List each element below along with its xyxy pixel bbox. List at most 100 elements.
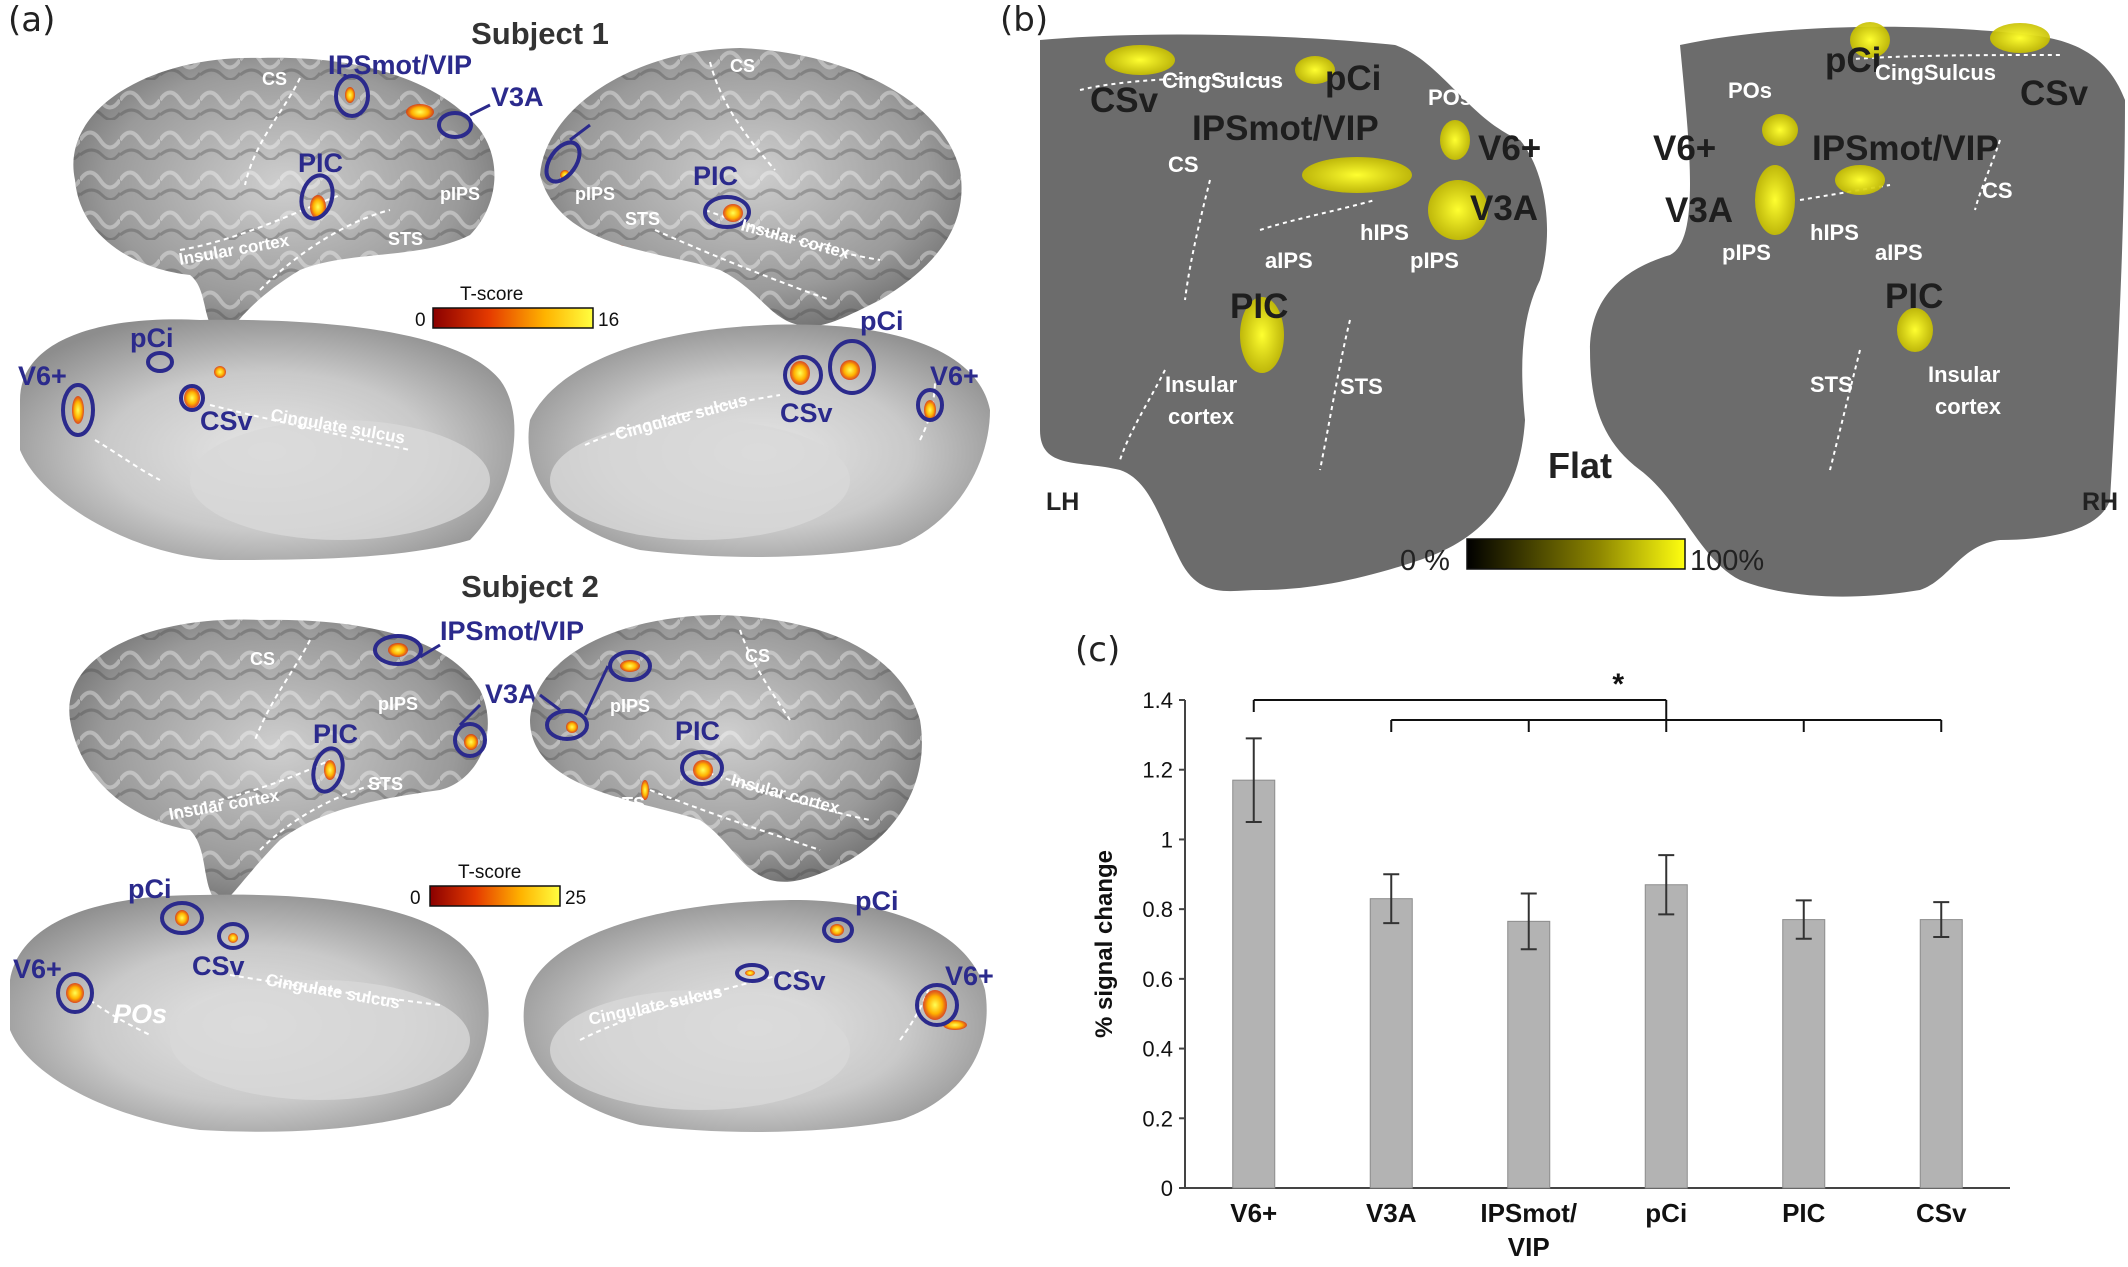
flat-r-cingsulcus: CingSulcus	[1875, 60, 1996, 85]
s2-ll-sts: STS	[368, 774, 403, 794]
flat-l-hips: hIPS	[1360, 220, 1409, 245]
flat-r-pic: PIC	[1885, 277, 1943, 316]
flat-l-sts: STS	[1340, 374, 1383, 399]
category-label: IPSmot/	[1480, 1198, 1577, 1228]
s2-ml-pci: pCi	[128, 874, 172, 904]
s1-ml-v6: V6+	[18, 361, 67, 391]
s1-ll-v3a: V3A	[491, 82, 544, 112]
flat-r-sts: STS	[1810, 372, 1853, 397]
flat-l-ipsmot: IPSmot/VIP	[1192, 109, 1379, 148]
s1-colorbar-max: 16	[598, 310, 619, 331]
flat-l-insular1: Insular	[1165, 372, 1238, 397]
y-tick-label: 0.8	[1142, 897, 1173, 922]
flatmap-right-hemisphere: pCi CingSulcus CSv POs V6+ IPSmot/VIP V3…	[1590, 22, 2125, 597]
panel-a-letter: (a)	[8, 0, 56, 40]
s1-ll-pic: PIC	[298, 148, 343, 178]
s1-lateral-right-brain: CS pIPS STS Insular cortex PIC	[540, 48, 962, 327]
flatmap-colorbar: 0 % 100%	[1400, 538, 1764, 577]
y-axis-label: % signal change	[1091, 850, 1118, 1038]
s1-colorbar-title: T-score	[460, 284, 523, 305]
s2-medial-left-brain: V6+ pCi CSv POs Cingulate sulcus	[10, 874, 489, 1132]
s1-mr-v6: V6+	[930, 361, 979, 391]
s2-mr-csv: CSv	[773, 966, 826, 996]
s2-lateral-right-brain: CS pIPS STS Insular cortex PIC	[530, 615, 922, 882]
flatmap-left-hemisphere: CSv CingSulcus pCi POs IPSmot/VIP V6+ CS…	[1040, 34, 1548, 592]
s2-colorbar-max: 25	[565, 888, 586, 909]
s2-ml-csv: CSv	[192, 951, 245, 981]
s2-colorbar: T-score 0 25	[410, 862, 586, 909]
y-tick-label: 0.6	[1142, 967, 1173, 992]
flatmap-colorbar-max: 100%	[1690, 545, 1764, 577]
s2-mr-pci: pCi	[855, 886, 899, 916]
category-label: V6+	[1230, 1198, 1277, 1228]
s2-colorbar-title: T-score	[458, 862, 521, 883]
flat-r-pips: pIPS	[1722, 240, 1771, 265]
signal-change-bar-chart: % signal change 0 0.2 0.4 0.6 0.8 1 1.2 1.4 V6+…	[1091, 668, 2010, 1262]
flat-r-cs: CS	[1982, 178, 2013, 203]
flatmap-colorbar-min: 0 %	[1400, 545, 1450, 577]
s1-lr-pips: pIPS	[575, 184, 615, 204]
s1-ml-csv: CSv	[200, 406, 253, 436]
flat-l-v3a: V3A	[1470, 189, 1538, 228]
s1-ll-sts: STS	[388, 229, 423, 249]
y-tick-label: 0.2	[1142, 1106, 1173, 1131]
category-labels: V6+ V3A IPSmot/VIP pCi PIC CSv	[1230, 1198, 1967, 1262]
category-label: VIP	[1508, 1232, 1550, 1262]
flat-l-pci: pCi	[1325, 59, 1381, 98]
s2-lr-cs: CS	[745, 646, 770, 666]
s2-ml-v6: V6+	[13, 954, 62, 984]
flat-l-cingsulcus: CingSulcus	[1162, 68, 1283, 93]
error-bars	[1245, 737, 1950, 951]
y-tick-label: 0	[1161, 1176, 1173, 1201]
s2-lr-pips: pIPS	[610, 696, 650, 716]
s1-medial-right-brain: pCi CSv V6+ Cingulate sulcus	[528, 306, 990, 557]
significance-star: *	[1612, 668, 1624, 701]
y-tick-label: 1	[1161, 827, 1173, 852]
subject2-title: Subject 2	[461, 569, 599, 604]
s1-mr-pci: pCi	[860, 306, 904, 336]
s1-ll-cs: CS	[262, 69, 287, 89]
y-tick-label: 1.4	[1142, 688, 1173, 713]
s1-lateral-left-brain: CS pIPS STS Insular cortex IPSmot/VIP V3…	[73, 50, 633, 341]
flat-r-insular2: cortex	[1935, 394, 2002, 419]
flat-r-ipsmot: IPSmot/VIP	[1812, 129, 1999, 168]
s2-ml-pos: POs	[113, 999, 167, 1029]
category-label: V3A	[1366, 1198, 1417, 1228]
s2-ll-ipsmot: IPSmot/VIP	[440, 616, 584, 646]
s2-ll-cs: CS	[250, 649, 275, 669]
bars	[1232, 779, 1963, 1189]
bar	[1369, 898, 1413, 1189]
s1-ll-ipsmot: IPSmot/VIP	[328, 50, 472, 80]
flatmap-rh: RH	[2082, 488, 2118, 516]
flat-r-aips: aIPS	[1875, 240, 1923, 265]
flat-r-v3a: V3A	[1665, 191, 1733, 230]
s1-medial-left-brain: V6+ pCi CSv Cingulate sulcus	[18, 319, 515, 560]
s2-lr-pic: PIC	[675, 716, 720, 746]
s2-lateral-left-brain: CS pIPS STS Insular cortex IPSmot/VIP V3…	[69, 616, 584, 905]
bar	[1507, 920, 1551, 1189]
s1-colorbar-min: 0	[415, 310, 426, 331]
flat-l-v6: V6+	[1478, 129, 1541, 168]
s1-mr-csv: CSv	[780, 398, 833, 428]
y-ticks: 0 0.2 0.4 0.6 0.8 1 1.2 1.4	[1142, 688, 1185, 1201]
category-label: pCi	[1645, 1198, 1687, 1228]
s2-mr-v6: V6+	[945, 961, 994, 991]
flat-r-csv: CSv	[2020, 74, 2089, 113]
flatmap-lh: LH	[1046, 488, 1079, 516]
s2-lr-sts: STS	[610, 794, 645, 814]
s1-lr-cs: CS	[730, 56, 755, 76]
flat-r-pos: POs	[1728, 78, 1772, 103]
flat-l-aips: aIPS	[1265, 248, 1313, 273]
flat-l-csv: CSv	[1090, 81, 1159, 120]
bar	[1919, 919, 1963, 1189]
s1-lr-sts: STS	[625, 209, 660, 229]
flat-l-cs: CS	[1168, 152, 1199, 177]
bar	[1782, 919, 1826, 1189]
flat-r-hips: hIPS	[1810, 220, 1859, 245]
s1-lr-pic: PIC	[693, 161, 738, 191]
bar	[1644, 884, 1688, 1189]
panel-b-letter: (b)	[1000, 0, 1049, 40]
significance-bracket: *	[1252, 668, 1943, 732]
s2-ll-v3a: V3A	[485, 679, 538, 709]
